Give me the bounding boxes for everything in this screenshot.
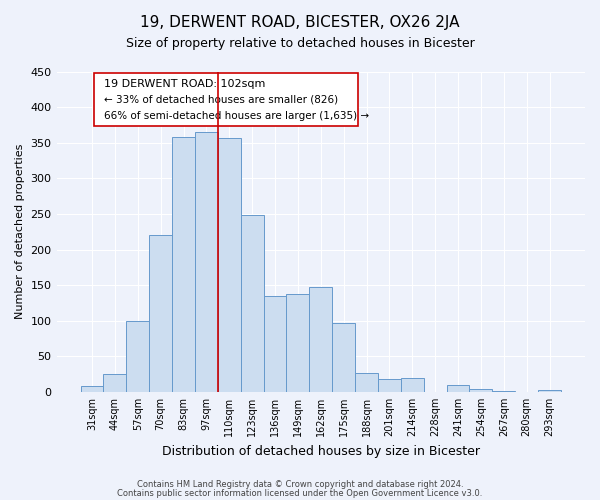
Bar [218,138,241,392]
X-axis label: Distribution of detached houses by size in Bicester: Distribution of detached houses by size … [162,444,480,458]
Bar [310,286,332,392]
Text: Size of property relative to detached houses in Bicester: Size of property relative to detached ho… [125,38,475,51]
Bar [378,379,401,392]
Text: Contains public sector information licensed under the Open Government Licence v3: Contains public sector information licen… [118,488,482,498]
Bar [127,320,149,392]
Bar [172,137,195,392]
Bar [263,296,286,392]
Text: 19, DERWENT ROAD, BICESTER, OX26 2JA: 19, DERWENT ROAD, BICESTER, OX26 2JA [140,15,460,30]
FancyBboxPatch shape [94,73,358,126]
Bar [469,389,493,392]
Bar [332,323,355,392]
Bar [286,294,310,392]
Bar [538,390,561,392]
Y-axis label: Number of detached properties: Number of detached properties [15,144,25,320]
Bar [401,378,424,392]
Bar [241,216,263,392]
Bar [80,386,103,392]
Text: ← 33% of detached houses are smaller (826): ← 33% of detached houses are smaller (82… [104,94,338,104]
Bar [149,236,172,392]
Bar [446,385,469,392]
Text: Contains HM Land Registry data © Crown copyright and database right 2024.: Contains HM Land Registry data © Crown c… [137,480,463,489]
Text: 19 DERWENT ROAD: 102sqm: 19 DERWENT ROAD: 102sqm [104,78,265,88]
Bar [103,374,127,392]
Text: 66% of semi-detached houses are larger (1,635) →: 66% of semi-detached houses are larger (… [104,112,369,122]
Bar [195,132,218,392]
Bar [355,372,378,392]
Bar [493,390,515,392]
